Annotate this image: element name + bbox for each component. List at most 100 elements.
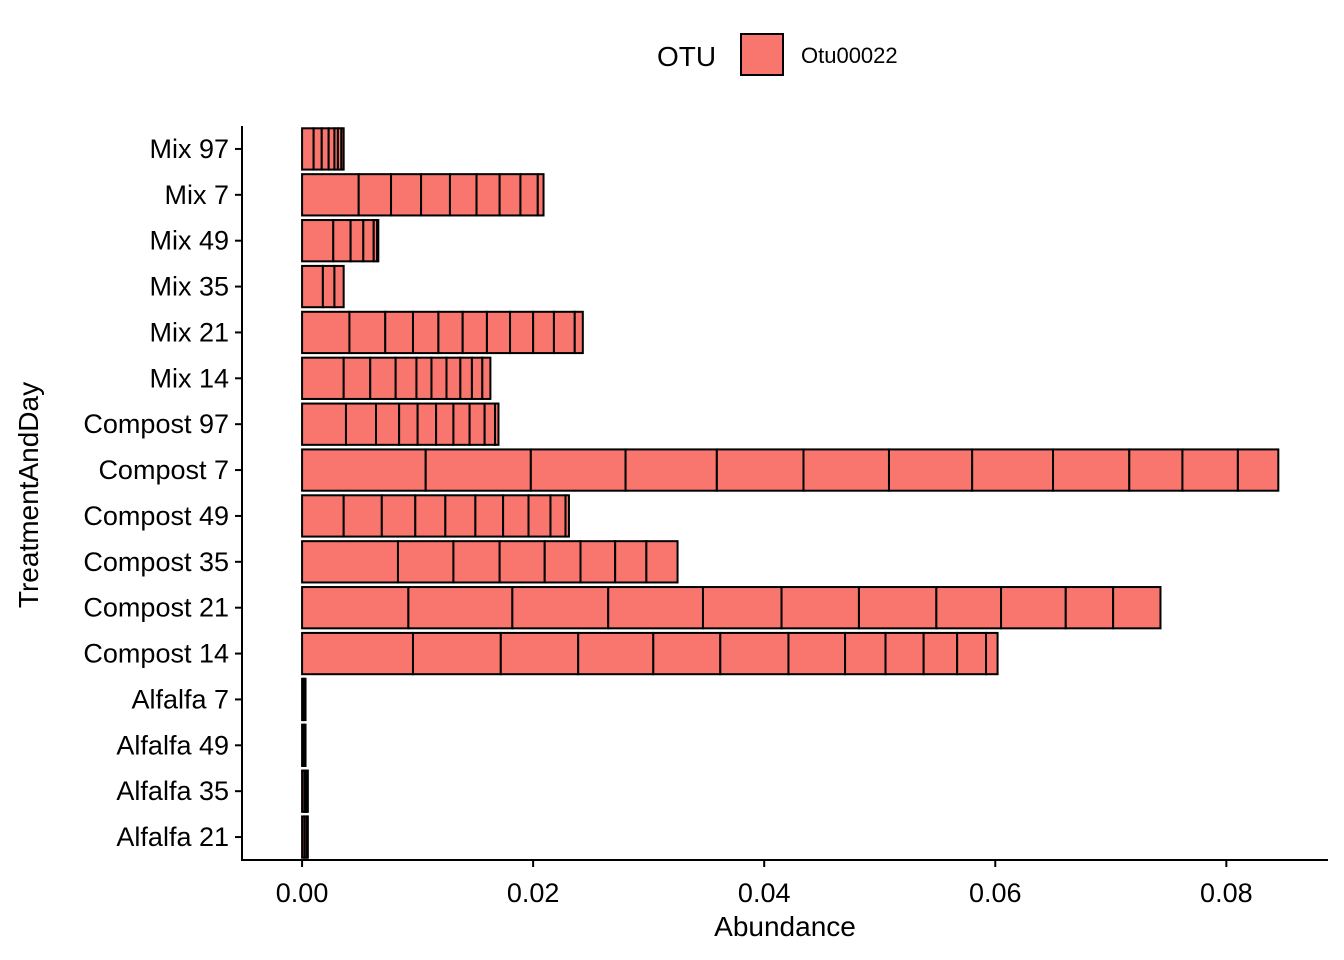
bar-segment-compost-97-5 bbox=[416, 402, 438, 446]
bar-segment-mix-21-10 bbox=[552, 310, 576, 355]
bar-segment-compost-14-1 bbox=[301, 631, 414, 676]
bar-segment-mix-14-3 bbox=[369, 356, 397, 400]
bar-segment-compost-21-7 bbox=[857, 586, 938, 630]
bar-segment-compost-14-3 bbox=[499, 631, 580, 676]
bar-segment-mix-21-1 bbox=[301, 310, 351, 355]
bar-segment-compost-49-4 bbox=[414, 494, 447, 538]
bar-segment-compost-35-4 bbox=[498, 540, 546, 584]
bar-segment-compost-35-1 bbox=[301, 540, 399, 584]
bar-segment-compost-7-10 bbox=[1128, 448, 1184, 492]
bar-segment-mix-14-8 bbox=[459, 356, 473, 400]
bar-segment-compost-49-6 bbox=[474, 494, 505, 538]
x-tick-label-2: 0.02 bbox=[507, 878, 560, 908]
bar-segment-mix-14-10 bbox=[481, 356, 492, 400]
bar-segment-mix-7-4 bbox=[420, 173, 451, 217]
y-tick-label-alfalfa-49: Alfalfa 49 bbox=[116, 730, 229, 760]
bar-segment-mix-21-4 bbox=[411, 310, 440, 355]
bar-segment-mix-97-3 bbox=[320, 127, 330, 171]
y-tick-label-alfalfa-7: Alfalfa 7 bbox=[131, 684, 229, 714]
x-axis-title: Abundance bbox=[714, 911, 856, 942]
y-tick-label-mix-97: Mix 97 bbox=[149, 134, 229, 164]
bar-segment-compost-35-3 bbox=[452, 540, 501, 584]
bar-segment-compost-49-7 bbox=[502, 494, 530, 538]
y-axis-title: TreatmentAndDay bbox=[13, 382, 44, 608]
bar-segment-compost-7-5 bbox=[715, 448, 805, 492]
bar-segment-compost-14-11 bbox=[956, 631, 988, 676]
bar-segment-compost-14-7 bbox=[787, 631, 847, 676]
bar-segment-compost-35-6 bbox=[579, 540, 617, 584]
bar-segment-mix-21-11 bbox=[573, 310, 584, 355]
bar-segment-compost-97-6 bbox=[435, 402, 455, 446]
y-tick-label-mix-49: Mix 49 bbox=[149, 226, 229, 256]
bar-segment-alfalfa-35-4 bbox=[305, 769, 309, 813]
bar-segment-compost-35-7 bbox=[614, 540, 648, 584]
bar-segment-mix-7-8 bbox=[519, 173, 539, 217]
bar-segment-compost-14-12 bbox=[985, 631, 999, 676]
y-tick-label-compost-35: Compost 35 bbox=[83, 547, 229, 577]
bar-segment-mix-35-1 bbox=[301, 264, 324, 309]
bar-segment-compost-14-8 bbox=[844, 631, 887, 676]
bar-segment-mix-21-5 bbox=[437, 310, 464, 355]
bar-segment-mix-7-6 bbox=[475, 173, 501, 217]
bar-segment-compost-7-2 bbox=[424, 448, 532, 492]
y-tick-label-compost-21: Compost 21 bbox=[83, 593, 229, 623]
bar-segment-mix-35-2 bbox=[321, 264, 336, 309]
bar-segment-compost-7-3 bbox=[529, 448, 627, 492]
bar-segment-alfalfa-7-3 bbox=[303, 677, 307, 722]
bar-segment-mix-35-3 bbox=[333, 264, 345, 309]
bar-segment-compost-97-9 bbox=[483, 402, 497, 446]
bar-segment-mix-49-6 bbox=[376, 219, 380, 263]
bar-segment-mix-49-4 bbox=[362, 219, 375, 263]
y-tick-label-mix-21: Mix 21 bbox=[149, 317, 229, 347]
bar-segment-compost-7-1 bbox=[301, 448, 427, 492]
bar-segment-mix-7-5 bbox=[448, 173, 478, 217]
bar-segment-alfalfa-21-3 bbox=[305, 815, 309, 859]
bar-segment-compost-7-12 bbox=[1236, 448, 1280, 492]
y-tick-label-alfalfa-21: Alfalfa 21 bbox=[116, 822, 229, 852]
x-tick-label-4: 0.06 bbox=[969, 878, 1022, 908]
x-ticks: 0.00 0.02 0.04 0.06 0.08 bbox=[276, 860, 1253, 908]
bar-segment-mix-7-1 bbox=[301, 173, 360, 217]
bar-segment-compost-21-3 bbox=[511, 586, 610, 630]
bar-segment-mix-21-2 bbox=[348, 310, 387, 355]
bar-segment-compost-49-5 bbox=[444, 494, 477, 538]
bar-segment-compost-35-2 bbox=[396, 540, 455, 584]
bar-segment-mix-14-6 bbox=[430, 356, 448, 400]
bar-segment-compost-21-4 bbox=[607, 586, 704, 630]
bar-segment-compost-97-1 bbox=[301, 402, 347, 446]
bar-segment-compost-35-5 bbox=[543, 540, 582, 584]
bar-segment-compost-7-8 bbox=[971, 448, 1055, 492]
bar-segment-mix-97-2 bbox=[312, 127, 323, 171]
bar-segment-alfalfa-49-3 bbox=[303, 723, 307, 767]
bar-segment-mix-7-2 bbox=[357, 173, 393, 217]
bar-segment-compost-97-4 bbox=[398, 402, 419, 446]
bar-segment-compost-49-8 bbox=[527, 494, 552, 538]
bar-segment-mix-7-7 bbox=[498, 173, 522, 217]
bar-segment-compost-97-8 bbox=[468, 402, 486, 446]
bar-segment-mix-14-5 bbox=[415, 356, 433, 400]
bar-segment-compost-97-7 bbox=[452, 402, 471, 446]
y-tick-label-mix-35: Mix 35 bbox=[149, 272, 229, 302]
bar-segment-mix-97-1 bbox=[301, 127, 315, 171]
bars bbox=[301, 127, 1280, 859]
bar-segment-compost-21-5 bbox=[701, 586, 783, 630]
bar-segment-compost-7-6 bbox=[802, 448, 890, 492]
bar-segment-compost-49-9 bbox=[549, 494, 567, 538]
legend-title: OTU bbox=[657, 41, 716, 72]
bar-segment-compost-97-10 bbox=[494, 402, 500, 446]
bar-segment-mix-97-7 bbox=[340, 127, 345, 171]
y-tick-label-compost-7: Compost 7 bbox=[98, 455, 229, 485]
bar-segment-mix-21-6 bbox=[461, 310, 488, 355]
x-tick-label-1: 0.00 bbox=[276, 878, 329, 908]
bar-segment-mix-21-3 bbox=[384, 310, 414, 355]
bar-segment-compost-21-8 bbox=[935, 586, 1003, 630]
bar-segment-compost-97-2 bbox=[344, 402, 378, 446]
bar-segment-mix-7-3 bbox=[390, 173, 423, 217]
bar-segment-compost-21-6 bbox=[780, 586, 860, 630]
bar-segment-compost-14-9 bbox=[884, 631, 925, 676]
bar-segment-compost-49-10 bbox=[564, 494, 570, 538]
y-tick-label-mix-14: Mix 14 bbox=[149, 363, 229, 393]
bar-segment-mix-21-8 bbox=[509, 310, 535, 355]
bar-segment-mix-14-9 bbox=[470, 356, 484, 400]
